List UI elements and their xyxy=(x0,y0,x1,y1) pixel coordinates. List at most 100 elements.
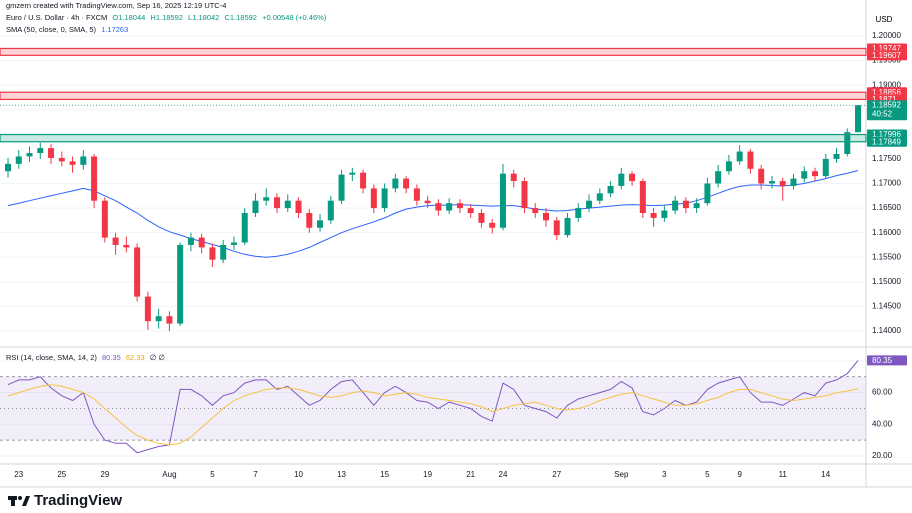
candle-body xyxy=(209,247,216,260)
candle-body xyxy=(241,212,248,243)
rsi-value-label: 80.35 xyxy=(872,356,893,365)
candle-body xyxy=(715,171,722,184)
y-tick-label: 1.16500 xyxy=(872,203,901,212)
zone-price-label: 1.17996 xyxy=(872,130,901,139)
candle-body xyxy=(704,183,711,204)
candle-body xyxy=(801,171,808,179)
candle-body xyxy=(833,153,840,159)
rsi-extra: ∅ ∅ xyxy=(149,353,165,362)
candle-body xyxy=(134,247,141,297)
zone xyxy=(0,91,867,101)
candle-body xyxy=(80,156,87,165)
header: gmzern created with TradingView.com, Sep… xyxy=(6,1,227,10)
candle-body xyxy=(682,200,689,209)
candle-body xyxy=(295,200,302,213)
rsi-line xyxy=(7,384,859,446)
ohlc-high: H1.18592 xyxy=(150,13,183,22)
ohlc-change: +0.00548 (+0.46%) xyxy=(262,13,327,22)
current-price-label: 1.18592 xyxy=(872,100,901,109)
candle-body xyxy=(230,242,237,245)
candle-body xyxy=(144,296,151,322)
symbol-title: Euro / U.S. Dollar · 4h · FXCM xyxy=(6,13,108,22)
x-tick-label: 5 xyxy=(210,470,215,479)
zone-price-box xyxy=(867,136,907,147)
candle-body xyxy=(650,212,657,218)
candle-body xyxy=(5,163,11,172)
candle-body xyxy=(575,208,582,218)
y-tick-label: 1.15000 xyxy=(872,277,901,286)
x-tick-label: 24 xyxy=(499,470,508,479)
candle-body xyxy=(327,200,334,221)
candle-body xyxy=(349,172,356,175)
y-tick-label: 1.20000 xyxy=(872,31,901,40)
ohlc-close: C1.18592 xyxy=(224,13,257,22)
x-tick-label: 23 xyxy=(14,470,23,479)
x-tick-label: 27 xyxy=(552,470,561,479)
candle-body xyxy=(306,212,313,228)
x-tick-label: 10 xyxy=(294,470,303,479)
countdown-label: 40:52 xyxy=(872,109,893,118)
x-tick-label: 25 xyxy=(57,470,66,479)
x-tick-label: 14 xyxy=(821,470,830,479)
rsi-value: 80.35 xyxy=(101,353,121,362)
candle-body xyxy=(69,161,76,165)
candle-body xyxy=(618,173,625,186)
x-tick-label: 11 xyxy=(779,470,788,479)
rsi-ma-value: 62.33 xyxy=(125,353,145,362)
x-tick-label: 7 xyxy=(253,470,258,479)
sma-legend: SMA (50, close, 0, SMA, 5) 1.17263 xyxy=(6,25,131,34)
y-tick-label: 1.19000 xyxy=(872,80,901,89)
candle-body xyxy=(37,148,44,154)
candle-body xyxy=(435,203,442,211)
candle-body xyxy=(844,132,851,154)
candle-body xyxy=(779,181,786,186)
candle-body xyxy=(672,200,679,211)
zone xyxy=(0,133,867,143)
candle-body xyxy=(112,237,119,245)
footer-text: TradingView xyxy=(34,492,123,509)
candle-body xyxy=(661,210,668,218)
symbol-legend: Euro / U.S. Dollar · 4h · FXCM O1.18044 … xyxy=(6,13,329,22)
y-tick-label: 1.17500 xyxy=(872,154,901,163)
candle-body xyxy=(543,212,549,221)
candle-body xyxy=(510,173,517,182)
y-tick-label: 1.16000 xyxy=(872,228,901,237)
candle-body xyxy=(521,181,528,209)
zone xyxy=(0,47,867,56)
candle-body xyxy=(123,244,130,248)
candle-body xyxy=(413,188,420,201)
y-tick-label: 1.15500 xyxy=(872,252,901,261)
candle-body xyxy=(725,161,732,172)
logo-icon xyxy=(8,495,30,506)
candle-body xyxy=(48,148,55,158)
zone-price-box xyxy=(867,50,907,61)
rsi-line xyxy=(7,360,859,454)
y-tick-label: 1.14500 xyxy=(872,302,901,311)
y-tick-label: 40.00 xyxy=(872,419,893,428)
y-tick-label: 20.00 xyxy=(872,451,893,460)
footer-logo: TradingView xyxy=(8,492,122,509)
y-tick-label: 1.17000 xyxy=(872,179,901,188)
candle-body xyxy=(768,181,775,184)
candle-body xyxy=(532,208,539,213)
candle-body xyxy=(381,188,388,209)
candle-body xyxy=(166,316,173,324)
candle-body xyxy=(263,197,270,201)
candle-body xyxy=(446,203,453,211)
zone-price-label: 1.17849 xyxy=(872,137,901,146)
candle-body xyxy=(822,158,829,177)
candle-body xyxy=(220,244,227,260)
candle-body xyxy=(489,222,496,228)
candle-body xyxy=(553,220,560,236)
candle-body xyxy=(101,200,108,238)
candle-body xyxy=(790,178,797,186)
zone-price-label: 1.19747 xyxy=(872,44,901,53)
x-tick-label: Sep xyxy=(614,470,629,479)
candle-body xyxy=(370,188,377,209)
candle-body xyxy=(187,237,194,245)
candle-body xyxy=(317,220,324,228)
candle-body xyxy=(338,174,345,201)
candle-body xyxy=(499,173,506,228)
